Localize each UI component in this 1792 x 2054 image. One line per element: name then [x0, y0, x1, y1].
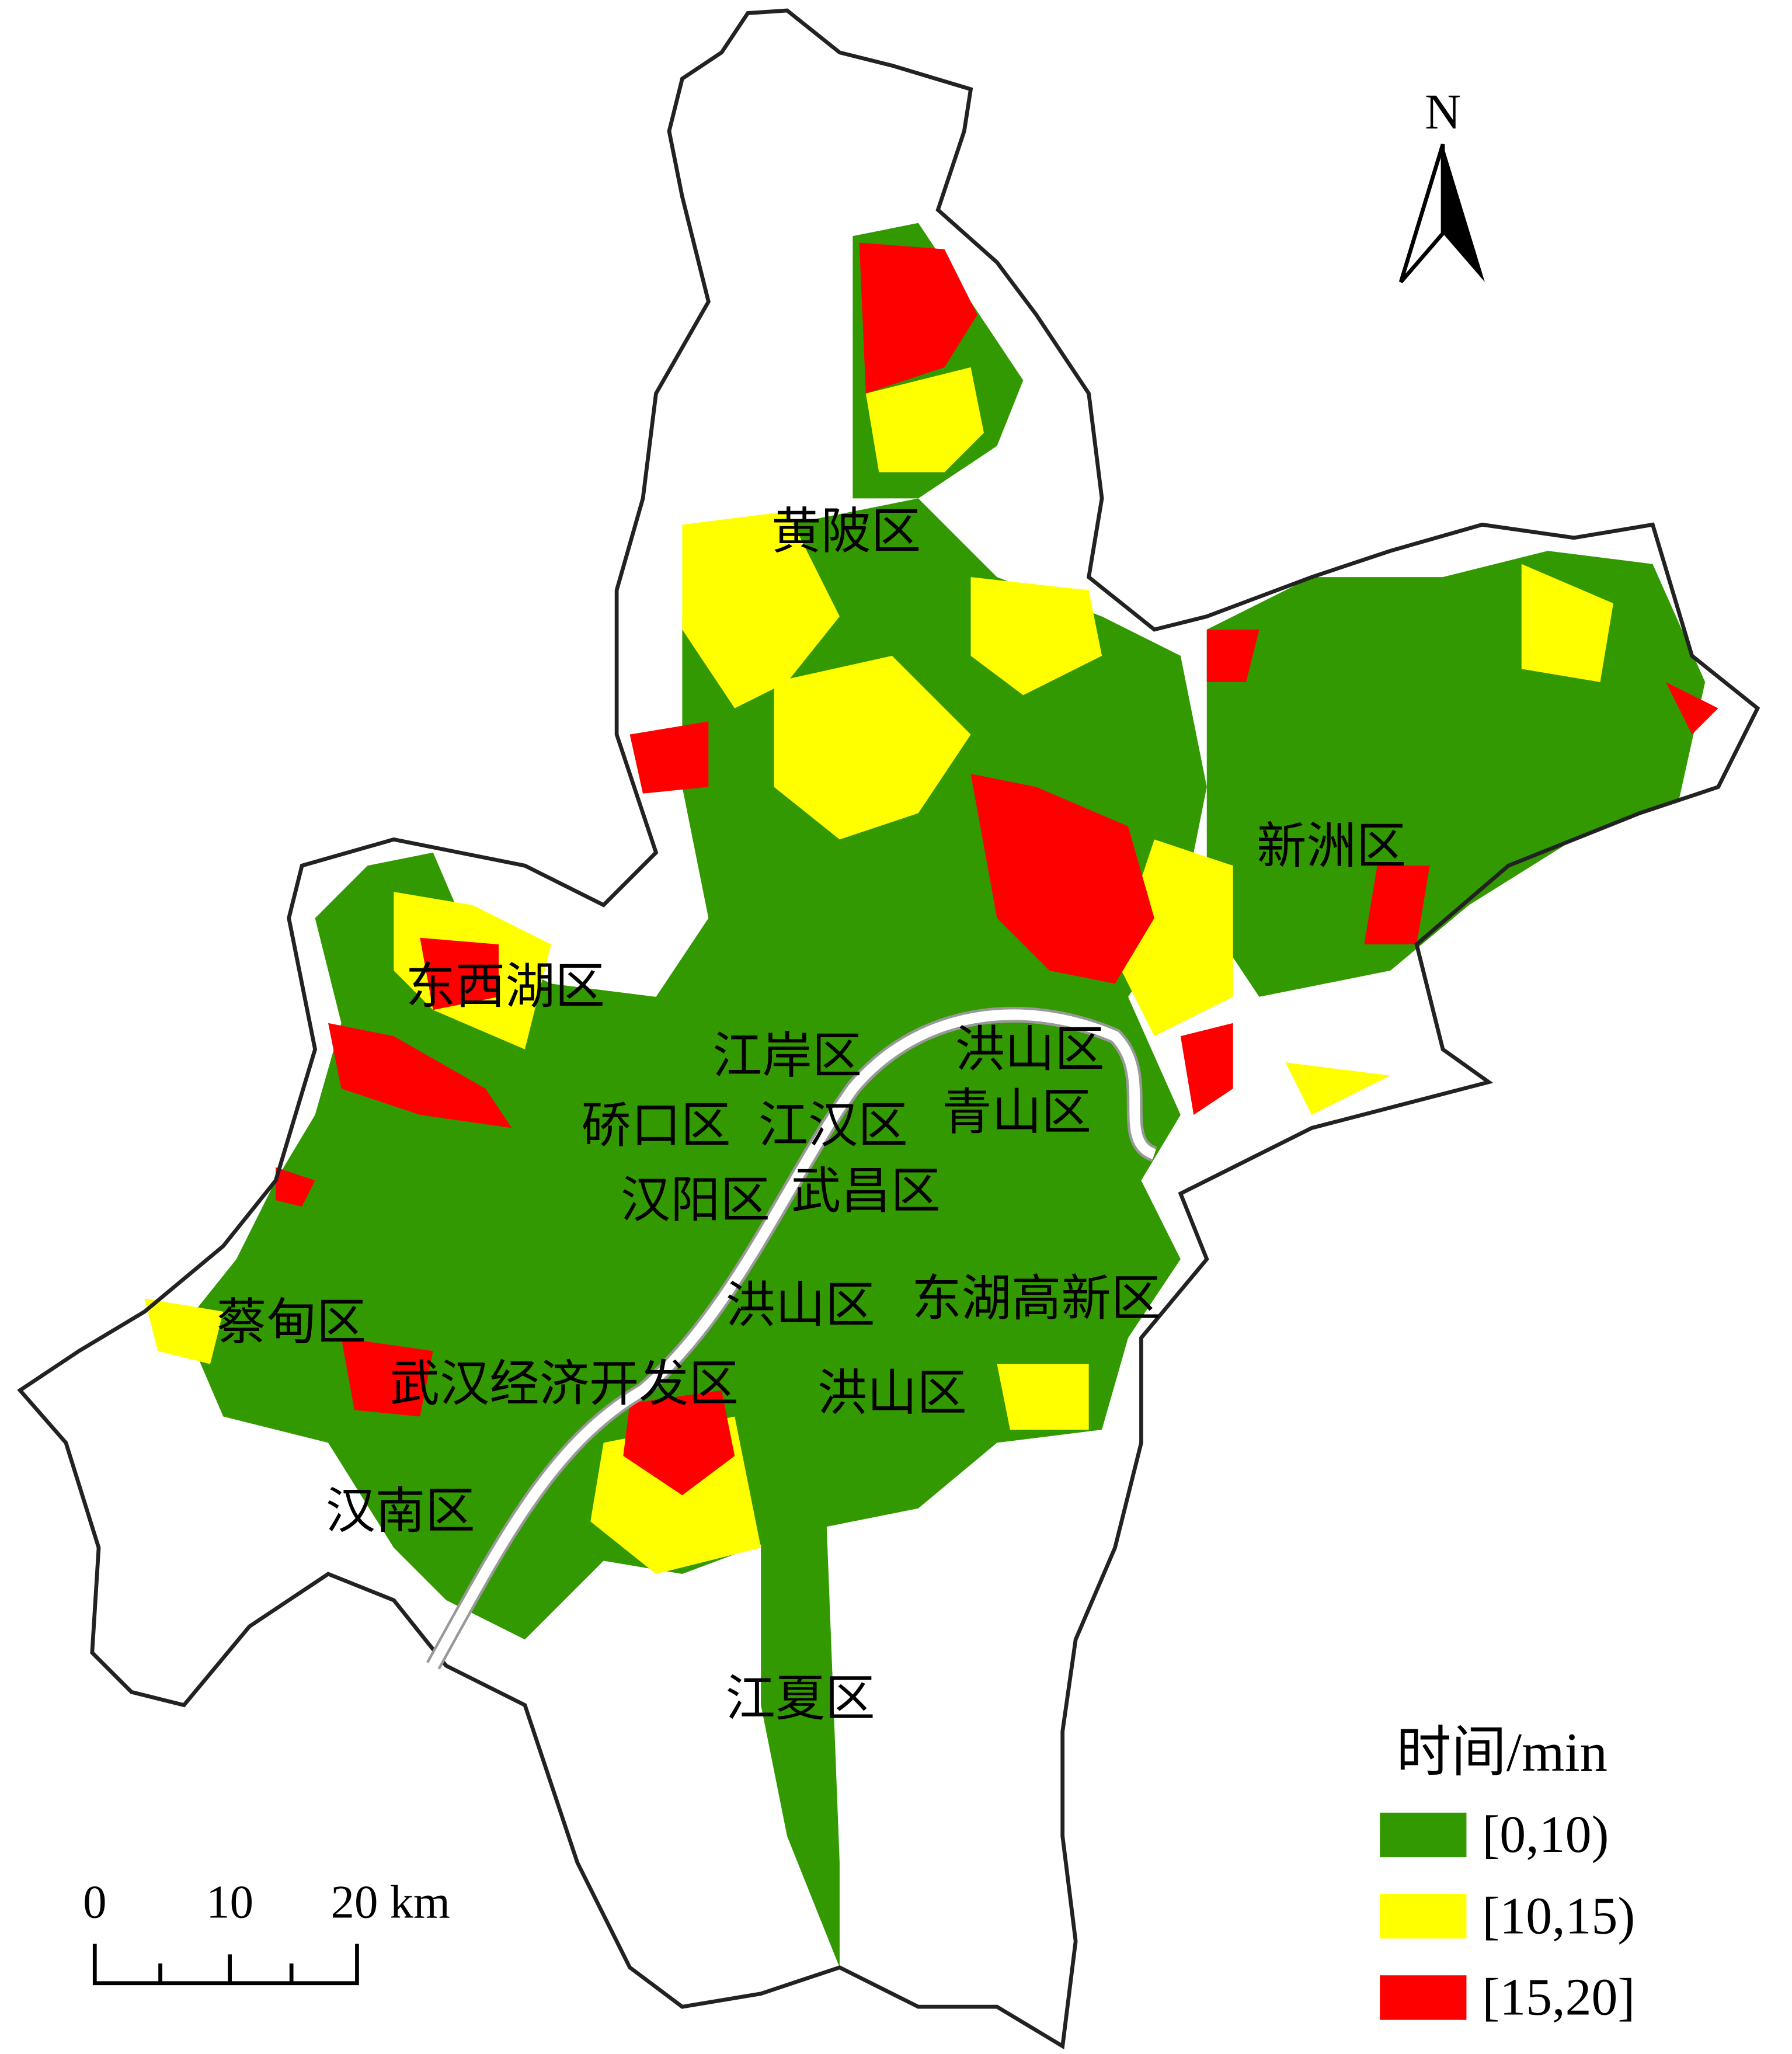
district-label: 汉南区: [326, 1484, 475, 1539]
district-label: 武昌区: [791, 1164, 941, 1219]
north-label: N: [1425, 85, 1461, 140]
district-label: 东湖高新区: [911, 1272, 1161, 1327]
zone: [144, 1298, 224, 1364]
zone: [859, 242, 977, 394]
zone: [865, 367, 984, 472]
zone: [997, 1364, 1089, 1430]
scale-line: [92, 1944, 359, 1986]
zone: [184, 498, 1207, 1640]
zone: [774, 655, 971, 840]
district-label: 洪山区: [955, 1023, 1105, 1078]
north-arrow-right: [1443, 144, 1485, 282]
district-label: 硚口区: [582, 1099, 731, 1153]
district-label: 东西湖区: [406, 960, 605, 1014]
zone: [1521, 564, 1613, 682]
scale-bar: 0 10 20 km: [83, 1876, 450, 1986]
district-label: 江汉区: [758, 1099, 908, 1153]
district-label: 蔡甸区: [217, 1295, 366, 1350]
zone: [682, 511, 840, 708]
zone: [629, 721, 709, 794]
zone: [970, 577, 1102, 696]
legend-swatch: [1380, 1975, 1467, 2020]
legend-swatch: [1380, 1812, 1467, 1858]
district-label: 新洲区: [1257, 819, 1406, 874]
zone: [1206, 630, 1259, 682]
legend-label: [0,10): [1482, 1806, 1609, 1864]
zone: [1665, 682, 1718, 735]
zones: [144, 223, 1718, 1968]
district-label: 江岸区: [712, 1029, 862, 1084]
zone: [1285, 1062, 1391, 1115]
scale-label: 20 km: [331, 1876, 450, 1928]
district-label: 洪山区: [726, 1278, 875, 1333]
scale-label: 0: [83, 1876, 106, 1928]
zone: [420, 937, 499, 1010]
zone: [761, 1508, 840, 1968]
boundary: [17, 8, 1760, 2050]
legend-swatch: [1380, 1894, 1467, 1939]
zone: [328, 1023, 512, 1128]
legend-label: [10,15): [1482, 1887, 1635, 1945]
legend: [0,10) [10,15) [15,20]: [1380, 1806, 1635, 2027]
district-label: 江夏区: [726, 1672, 875, 1727]
zone: [276, 1167, 315, 1207]
district-label: 青山区: [942, 1086, 1091, 1141]
zone: [341, 1337, 433, 1417]
legend-label: [15,20]: [1482, 1969, 1635, 2027]
scale-label: 10: [206, 1876, 253, 1928]
legend-title: 时间/min: [1396, 1722, 1607, 1783]
river-inner: [428, 1009, 1157, 1669]
district-label: 汉阳区: [621, 1173, 770, 1228]
zone: [970, 774, 1154, 984]
district-label: 洪山区: [817, 1366, 967, 1421]
zone: [1364, 866, 1430, 945]
district-label: 黄陂区: [771, 505, 921, 559]
zone: [623, 1390, 735, 1496]
district-label: 武汉经济开发区: [390, 1357, 739, 1412]
zone: [1180, 1023, 1233, 1115]
